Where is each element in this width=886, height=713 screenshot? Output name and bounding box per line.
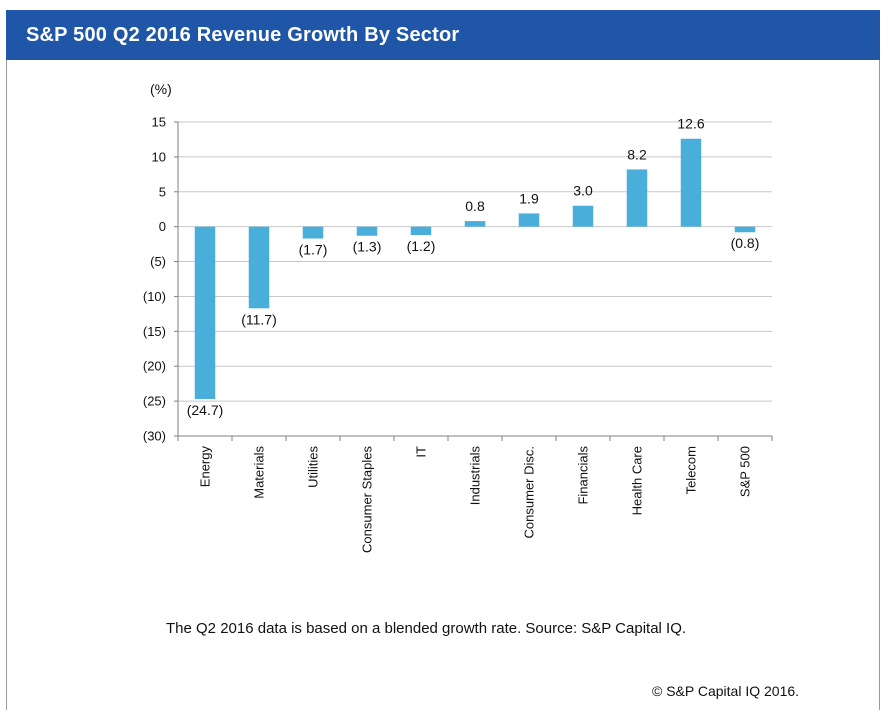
category-label: S&P 500 — [738, 446, 753, 497]
bar-materials — [248, 226, 270, 309]
data-label: (1.3) — [353, 239, 382, 255]
category-labels: Energy Materials Utilities Consumer Staples… — [198, 446, 753, 553]
bar-industrials — [464, 221, 486, 227]
y-tick-label: (15) — [143, 324, 166, 339]
data-label: (1.2) — [407, 238, 436, 254]
bar-energy — [194, 226, 216, 400]
gridlines — [178, 121, 772, 437]
category-label: Industrials — [468, 446, 483, 506]
data-label: (1.7) — [299, 242, 328, 258]
y-tick-label: 10 — [152, 149, 166, 164]
data-label: (11.7) — [241, 311, 277, 327]
y-tick-label: 5 — [159, 184, 166, 199]
y-tick-label: 0 — [159, 219, 166, 234]
category-label: Health Care — [630, 446, 645, 515]
copyright-notice: © S&P Capital IQ 2016. — [652, 683, 800, 699]
y-tick-label: (5) — [150, 254, 166, 269]
category-label: Telecom — [684, 446, 699, 494]
bar-consumer-disc- — [518, 213, 540, 227]
y-tick-label: (10) — [143, 289, 166, 304]
bar-financials — [572, 205, 594, 227]
bar-it — [410, 226, 432, 236]
y-tick-label: (20) — [143, 359, 166, 374]
category-label: IT — [414, 446, 429, 458]
bar-utilities — [302, 226, 324, 239]
bar-health-care — [626, 169, 648, 227]
data-label: 12.6 — [677, 116, 704, 132]
y-tick-label: (25) — [143, 394, 166, 409]
category-label: Materials — [252, 446, 267, 499]
title-bar: S&P 500 Q2 2016 Revenue Growth By Sector — [6, 10, 880, 60]
y-tick-label: (30) — [143, 429, 166, 444]
chart-frame — [6, 10, 880, 710]
data-label: 8.2 — [627, 146, 647, 162]
y-tick-label: 15 — [152, 115, 166, 130]
data-label: (24.7) — [187, 402, 224, 418]
category-label: Consumer Staples — [360, 446, 375, 553]
axes: 15 10 5 0 (5) (10) (15) (20) (25) (30) — [143, 115, 773, 444]
bar-consumer-staples — [356, 226, 378, 236]
data-label: 0.8 — [465, 198, 485, 214]
category-label: Financials — [576, 446, 591, 505]
bar-s-p-500 — [734, 226, 756, 233]
category-label: Utilities — [306, 446, 321, 488]
source-footnote: The Q2 2016 data is based on a blended g… — [166, 620, 687, 637]
data-label: 1.9 — [519, 190, 539, 206]
category-label: Energy — [198, 446, 213, 488]
category-label: Consumer Disc. — [522, 446, 537, 538]
y-axis-unit-label: (%) — [150, 81, 172, 97]
data-label: (0.8) — [731, 235, 760, 251]
chart-title: S&P 500 Q2 2016 Revenue Growth By Sector — [26, 24, 460, 46]
bars — [194, 138, 756, 400]
bar-telecom — [680, 138, 702, 227]
data-label: 3.0 — [573, 183, 593, 199]
data-labels: (24.7) (11.7) (1.7) (1.3) (1.2) 0.8 1.9 3.0 8.2 1… — [187, 116, 760, 418]
